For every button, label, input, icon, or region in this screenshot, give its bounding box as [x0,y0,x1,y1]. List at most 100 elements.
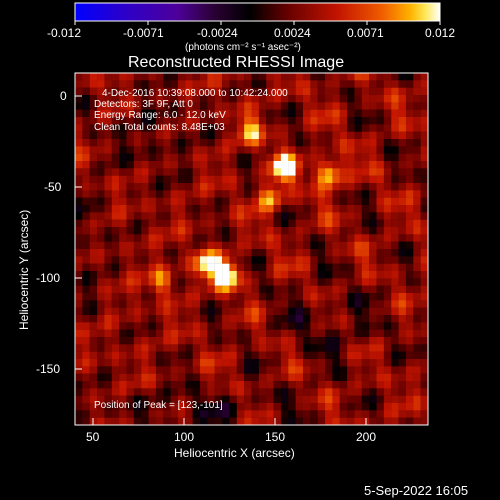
heatmap-cell [383,359,392,367]
heatmap-cell [413,146,421,154]
heatmap-cell [325,285,333,294]
heatmap-cell [222,315,230,323]
heatmap-cell [258,417,267,425]
heatmap-cell [185,351,193,360]
heatmap-cell [222,337,230,345]
heatmap-cell [413,381,421,389]
heatmap-cell [347,271,355,279]
heatmap-cell [369,351,377,360]
heatmap-cell [163,307,171,316]
heatmap-cell [177,124,186,132]
heatmap-cell [75,197,83,206]
heatmap-cell [376,403,385,411]
heatmap-cell [354,139,362,147]
heatmap-cell [155,249,164,257]
heatmap-cell [295,366,304,374]
heatmap-cell [111,344,120,352]
heatmap-cell [97,337,105,345]
heatmap-cell [126,175,134,184]
heatmap-cell [192,219,201,228]
heatmap-cell [200,285,208,294]
heatmap-cell [177,183,186,191]
heatmap-cell [339,241,348,250]
heatmap-cell [273,263,282,272]
heatmap-cell [413,329,421,338]
heatmap-cell [339,131,348,140]
heatmap-cell [148,263,157,272]
heatmap-cell [413,249,421,257]
heatmap-cell [369,322,377,330]
heatmap-cell [325,161,333,169]
heatmap-cell [97,256,105,264]
heatmap-cell [222,131,230,140]
heatmap-cell [347,212,355,220]
heatmap-cell [192,307,201,316]
heatmap-cell [192,190,201,198]
heatmap-cell [75,256,83,264]
heatmap-cell [317,388,326,396]
heatmap-cell [391,175,399,184]
heatmap-cell [376,329,385,338]
heatmap-cell [244,212,252,220]
heatmap-cell [89,285,98,294]
heatmap-cell [347,351,355,360]
heatmap-cell [354,388,362,396]
heatmap-cell [251,197,260,206]
heatmap-cell [280,102,289,110]
heatmap-cell [420,190,428,198]
heatmap-cell [148,146,157,154]
heatmap-cell [214,168,223,176]
heatmap-cell [273,278,282,286]
heatmap-cell [413,197,421,206]
heatmap-cell [177,95,186,103]
heatmap-cell [163,381,171,389]
heatmap-cell [398,80,407,88]
heatmap-cell [332,197,340,206]
heatmap-cell [266,315,274,323]
heatmap-cell [236,315,245,323]
heatmap-cell [214,131,223,140]
heatmap-cell [369,388,377,396]
heatmap-cell [214,263,223,272]
heatmap-cell [391,168,399,176]
heatmap-cell [222,197,230,206]
heatmap-cell [361,102,370,110]
heatmap-cell [133,109,142,118]
heatmap-cell [104,153,112,162]
heatmap-cell [236,249,245,257]
plot-annotations: 4-Dec-2016 10:39:08.000 to 10:42:24.000 … [94,88,288,411]
heatmap-cell [148,197,157,206]
heatmap-cell [236,227,245,235]
heatmap-cell [398,366,407,374]
heatmap-cell [185,285,193,294]
heatmap-cell [89,183,98,191]
heatmap-cell [258,359,267,367]
heatmap-cell [185,139,193,147]
heatmap-cell [126,161,134,169]
heatmap-cell [148,278,157,286]
heatmap-cell [325,146,333,154]
heatmap-cell [104,183,112,191]
heatmap-cell [97,249,105,257]
heatmap-cell [214,388,223,396]
heatmap-cell [405,219,414,228]
heatmap-cell [369,146,377,154]
heatmap-cell [119,366,127,374]
heatmap-cell [405,403,414,411]
heatmap-cell [347,403,355,411]
heatmap-cell [97,212,105,220]
heatmap-cell [170,300,179,308]
heatmap-cell [405,307,414,316]
heatmap-cell [361,315,370,323]
heatmap-cell [317,73,326,81]
heatmap-cell [310,139,318,147]
heatmap-cell [207,227,215,235]
heatmap-cell [185,80,193,88]
heatmap-cell [369,381,377,389]
heatmap-cell [251,263,260,272]
heatmap-cell [391,205,399,213]
heatmap-cell [295,271,304,279]
heatmap-cell [354,322,362,330]
heatmap-cell [133,131,142,140]
heatmap-cell [222,366,230,374]
